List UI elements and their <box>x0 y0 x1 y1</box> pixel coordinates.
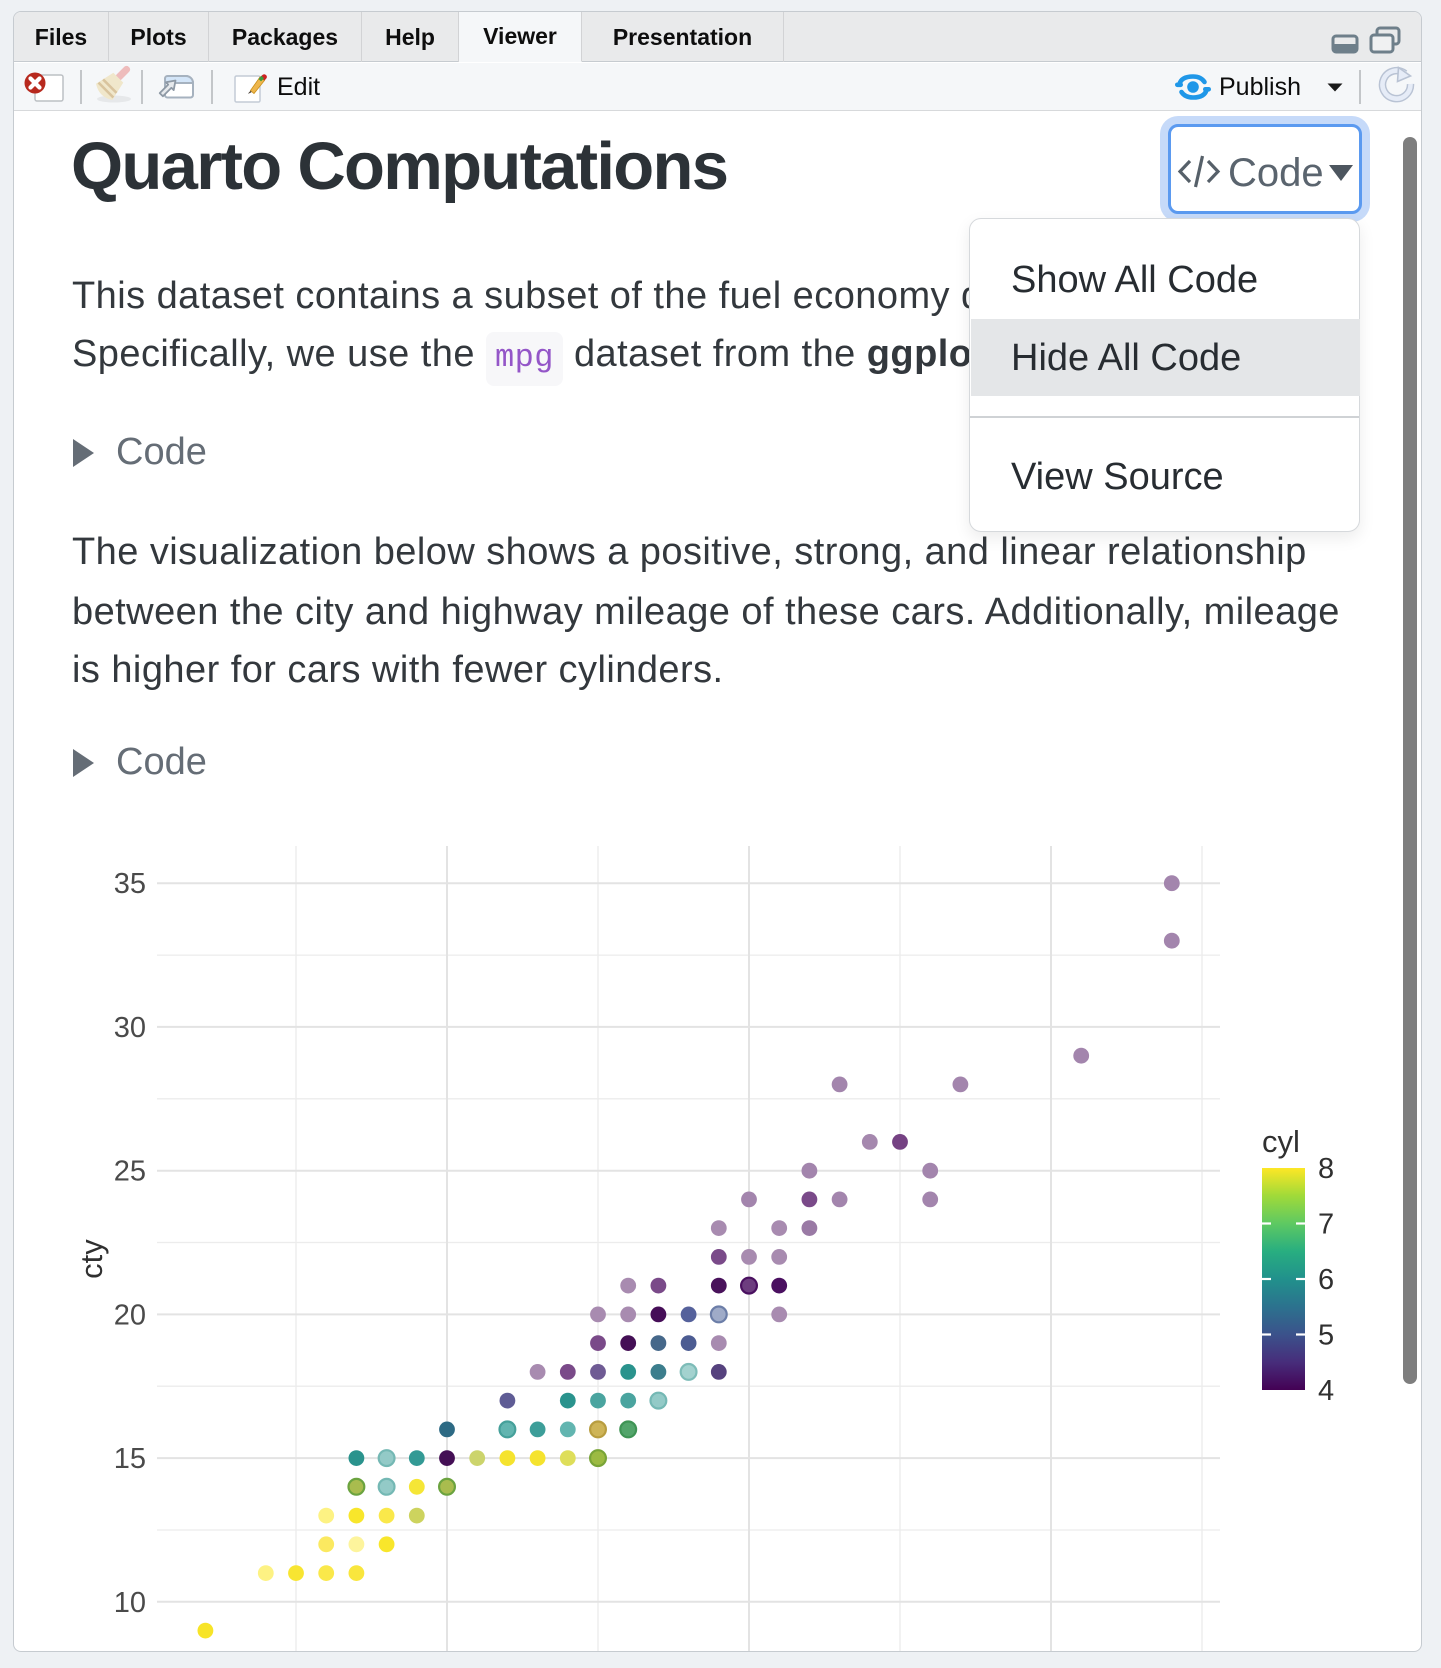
svg-text:25: 25 <box>114 1156 146 1188</box>
svg-text:cty: cty <box>74 1239 109 1279</box>
svg-text:cyl: cyl <box>1262 1124 1300 1159</box>
svg-text:30: 30 <box>114 1012 146 1044</box>
svg-text:35: 35 <box>114 868 146 900</box>
svg-text:4: 4 <box>1318 1375 1334 1407</box>
svg-text:20: 20 <box>114 1299 146 1331</box>
svg-text:5: 5 <box>1318 1320 1334 1352</box>
svg-text:7: 7 <box>1318 1209 1334 1241</box>
svg-text:10: 10 <box>114 1587 146 1619</box>
svg-text:6: 6 <box>1318 1264 1334 1296</box>
svg-text:8: 8 <box>1318 1153 1334 1185</box>
svg-text:15: 15 <box>114 1443 146 1475</box>
